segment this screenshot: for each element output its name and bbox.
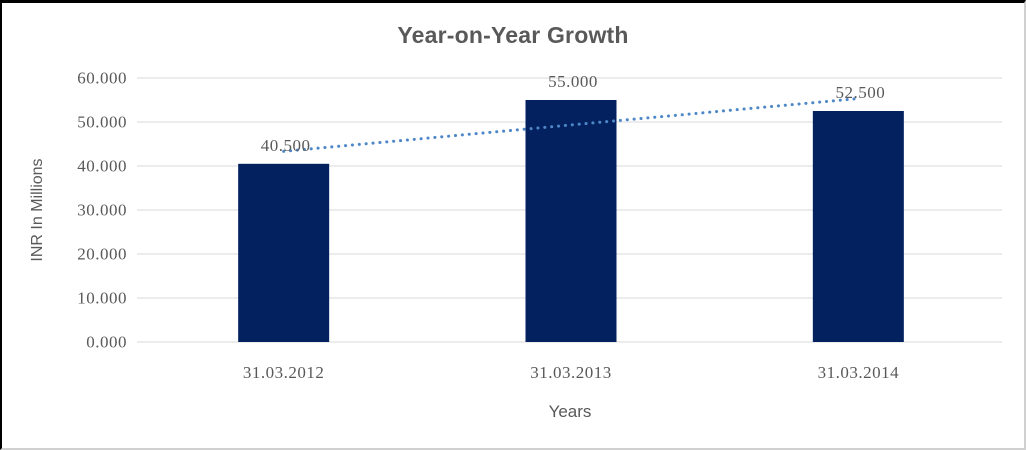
y-tick-label: 0.000 [86, 333, 127, 352]
trendline [282, 97, 860, 153]
bar-value-label: 40.500 [261, 136, 311, 155]
x-axis-title: Years [548, 402, 592, 421]
bar [238, 163, 330, 342]
y-tick-label: 30.000 [77, 201, 127, 220]
chart-title: Year-on-Year Growth [397, 22, 629, 48]
y-tick-label: 50.000 [77, 113, 127, 132]
bar [525, 100, 617, 342]
x-category-label: 31.03.2013 [530, 363, 612, 382]
bar-value-label: 55.000 [548, 72, 598, 91]
y-tick-label: 20.000 [77, 245, 127, 264]
y-tick-label: 10.000 [77, 289, 127, 308]
bar-value-label: 52.500 [835, 83, 885, 102]
plot-area: 40.500 55.000 52.500 0.000 10.000 20.000 30.00… [77, 69, 1002, 382]
y-tick-label: 40.000 [77, 157, 127, 176]
x-category-label: 31.03.2014 [818, 363, 900, 382]
bar [812, 111, 904, 342]
y-tick-label: 60.000 [77, 69, 127, 88]
x-category-label: 31.03.2012 [243, 363, 325, 382]
